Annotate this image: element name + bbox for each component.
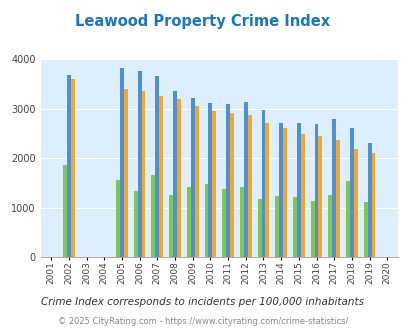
Text: Crime Index corresponds to incidents per 100,000 inhabitants: Crime Index corresponds to incidents per…: [41, 297, 364, 307]
Bar: [371, 153, 375, 257]
Bar: [292, 197, 296, 257]
Bar: [70, 79, 75, 257]
Bar: [226, 104, 230, 257]
Bar: [208, 104, 212, 257]
Bar: [124, 89, 128, 257]
Bar: [63, 165, 67, 257]
Bar: [275, 195, 279, 257]
Bar: [363, 202, 367, 257]
Bar: [345, 181, 349, 257]
Bar: [190, 98, 194, 257]
Text: Leawood Property Crime Index: Leawood Property Crime Index: [75, 14, 330, 29]
Bar: [265, 123, 269, 257]
Bar: [257, 199, 261, 257]
Bar: [137, 71, 141, 257]
Bar: [67, 75, 70, 257]
Bar: [282, 128, 286, 257]
Bar: [230, 113, 233, 257]
Bar: [331, 119, 335, 257]
Bar: [173, 91, 177, 257]
Bar: [353, 149, 357, 257]
Bar: [296, 123, 300, 257]
Bar: [222, 189, 226, 257]
Bar: [212, 111, 216, 257]
Bar: [243, 102, 247, 257]
Bar: [116, 180, 120, 257]
Bar: [194, 106, 198, 257]
Bar: [134, 191, 137, 257]
Bar: [349, 128, 353, 257]
Bar: [155, 76, 159, 257]
Bar: [141, 91, 145, 257]
Bar: [177, 99, 180, 257]
Bar: [247, 115, 251, 257]
Bar: [159, 96, 163, 257]
Bar: [310, 201, 314, 257]
Bar: [120, 68, 124, 257]
Bar: [314, 124, 318, 257]
Bar: [328, 195, 331, 257]
Bar: [367, 143, 371, 257]
Bar: [335, 140, 339, 257]
Bar: [151, 175, 155, 257]
Bar: [239, 187, 243, 257]
Bar: [279, 123, 282, 257]
Bar: [300, 134, 304, 257]
Text: © 2025 CityRating.com - https://www.cityrating.com/crime-statistics/: © 2025 CityRating.com - https://www.city…: [58, 317, 347, 326]
Bar: [169, 195, 173, 257]
Bar: [318, 136, 322, 257]
Bar: [204, 184, 208, 257]
Bar: [186, 187, 190, 257]
Bar: [261, 110, 265, 257]
